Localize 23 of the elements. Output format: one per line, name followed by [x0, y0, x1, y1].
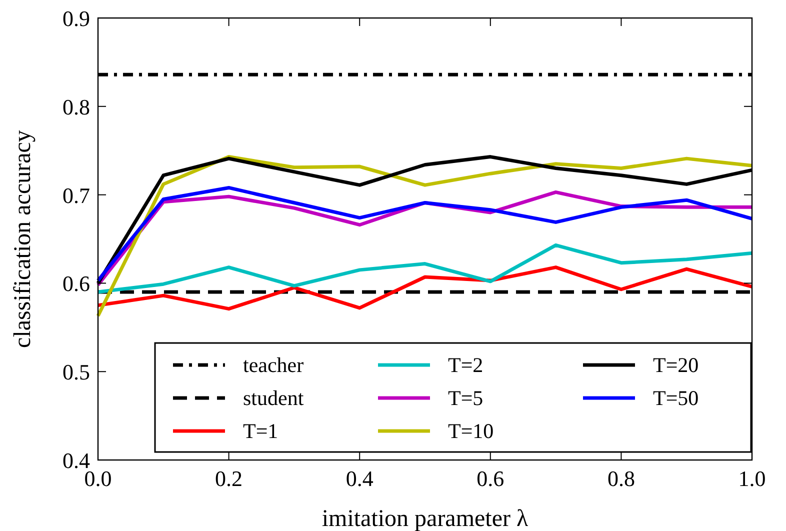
y-tick-label: 0.6 — [62, 271, 90, 296]
line-series — [96, 243, 754, 294]
legend-label: T=1 — [243, 419, 278, 443]
legend-label: T=50 — [653, 386, 699, 410]
y-axis-title: classification accuracy — [10, 130, 36, 348]
legend-label: T=10 — [448, 419, 494, 443]
x-tick-label: 0.6 — [476, 466, 504, 491]
legend-label: T=20 — [653, 353, 699, 377]
legend-label: T=5 — [448, 386, 484, 410]
line-series — [96, 155, 754, 318]
legend-label: student — [243, 386, 304, 410]
x-tick-label: 0.2 — [215, 466, 243, 491]
x-tick-label: 0.8 — [607, 466, 635, 491]
x-tick-label: 0.4 — [346, 466, 374, 491]
y-tick-label: 0.5 — [62, 360, 90, 385]
y-tick-label: 0.8 — [62, 94, 90, 120]
legend-label: teacher — [243, 353, 304, 377]
legend-label: T=2 — [448, 353, 484, 377]
x-axis-title: imitation parameter λ — [322, 506, 528, 531]
x-tick-label: 1.0 — [738, 466, 766, 491]
y-tick-label: 0.9 — [62, 6, 90, 31]
line-series — [96, 266, 754, 311]
y-tick-label: 0.7 — [62, 182, 90, 208]
